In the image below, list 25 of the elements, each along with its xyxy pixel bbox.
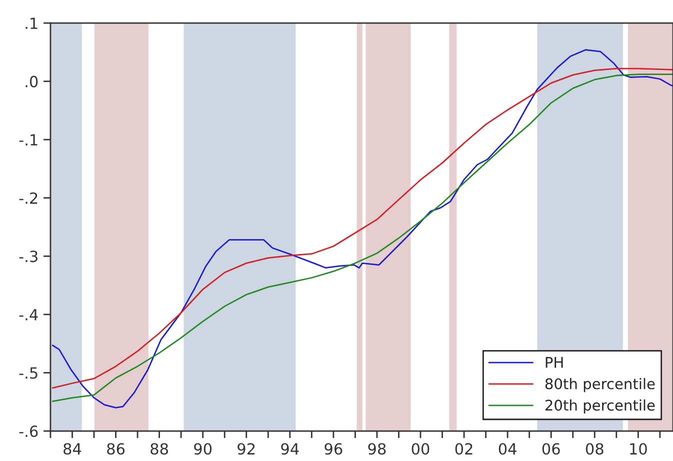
x-tick-label: 90 xyxy=(194,443,212,455)
y-tick-label: -.6 xyxy=(19,426,38,438)
x-tick-label: 84 xyxy=(64,443,82,455)
y-tick-label: -.2 xyxy=(19,192,38,204)
x-tick-label: 02 xyxy=(455,443,472,455)
y-tick-label: .1 xyxy=(26,18,38,29)
x-tick-label: 86 xyxy=(107,443,125,455)
x-tick-label: 98 xyxy=(368,443,386,455)
x-tick-label: 96 xyxy=(324,443,342,455)
x-tick-label: 06 xyxy=(542,443,560,455)
x-tick-label: 10 xyxy=(630,443,647,455)
x-tick-label: 08 xyxy=(586,443,604,455)
y-tick-label: -.5 xyxy=(19,367,38,379)
y-tick-label: .0 xyxy=(26,76,38,88)
legend-label: PH xyxy=(546,357,563,368)
y-tick-label: -.1 xyxy=(19,134,38,146)
legend-label: 80th percentile xyxy=(545,378,655,392)
y-tick-label: -.4 xyxy=(19,309,38,320)
x-tick-label: 00 xyxy=(412,443,430,455)
legend-label: 20th percentile xyxy=(545,399,655,414)
x-tick-label: 92 xyxy=(238,443,255,455)
x-tick-label: 94 xyxy=(281,443,299,455)
x-tick-label: 04 xyxy=(498,443,516,455)
x-tick-label: 88 xyxy=(150,443,168,455)
y-tick-label: -.3 xyxy=(19,250,38,262)
